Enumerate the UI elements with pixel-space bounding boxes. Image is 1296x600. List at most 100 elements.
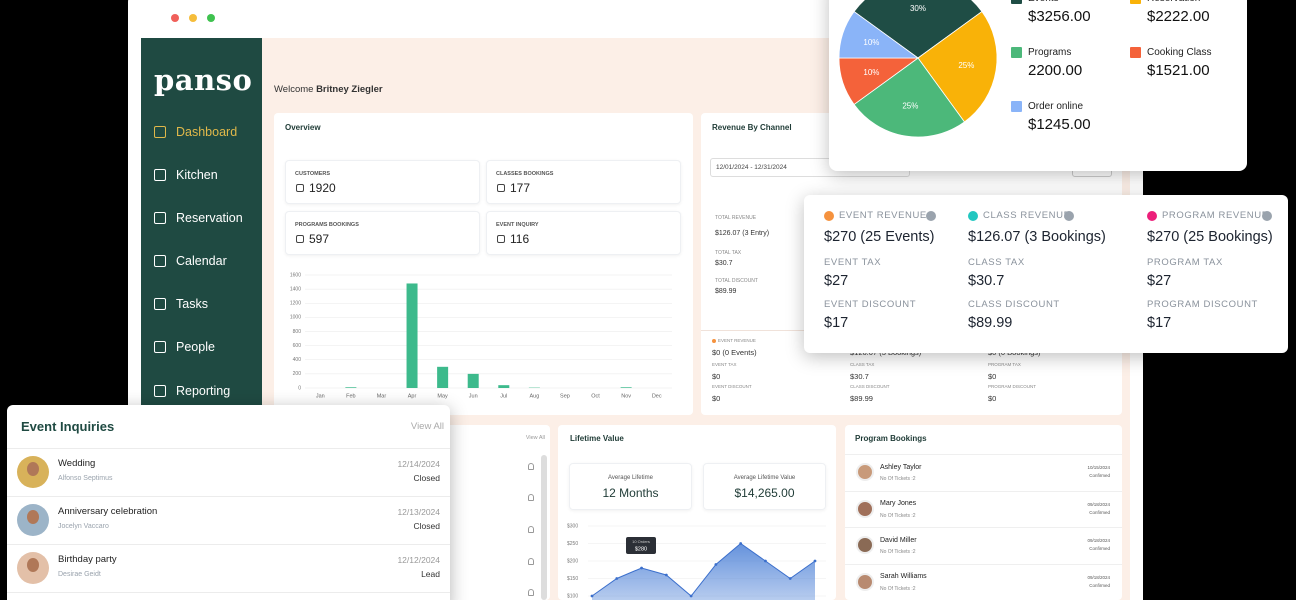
stat-box [285,211,480,255]
revenue-value: $270 (25 Bookings) [1147,229,1273,246]
channel-label: EVENT REVENUE [718,338,756,344]
point [788,577,792,580]
scrollbar [541,455,547,600]
menu-item[interactable]: Tasks [176,296,208,311]
channel-label: CLASS TAX [850,362,875,368]
pie-chart: 30% 25% 25% 10% 10% [838,0,998,138]
x-tick-label: Jul [500,393,507,399]
legend-name: Programs [1028,47,1072,58]
channel-value: $0 (0 Events) [712,347,757,357]
menu-icon [154,341,166,353]
x-tick-label: Dec [652,393,662,399]
window-dot [207,14,215,22]
area [592,543,815,600]
stat-value: $14,265.00 [734,485,795,500]
stat-icon [497,235,505,243]
x-tick-label: Mar [377,393,387,399]
overview-chart: 0 200 400 600 800 1000 1200 1400 1600 Jan Feb Mar Ap… [290,272,672,399]
person-icon [528,526,534,533]
stat-label: Average Lifetime Value [733,475,796,482]
person-icon [528,463,534,470]
x-tick-label: Aug [529,393,539,399]
point [640,566,643,570]
row-divider [7,592,450,593]
channel-value: $30.7 [850,371,869,381]
view-all[interactable]: View All [410,421,444,433]
y-tick-label: 400 [293,357,302,363]
event-inquiries-popup [7,405,450,600]
legend-dot [968,211,978,221]
stat-box [703,463,826,510]
y-tick-label: 600 [293,343,302,349]
event-person: Desirae Geidt [58,570,101,578]
booking-date: 09/18/2024 [1087,501,1110,507]
channel-label: PROGRAM DISCOUNT [988,384,1037,390]
bar [467,373,479,388]
booking-date: 09/18/2024 [1087,574,1110,580]
legend-dot [1147,211,1157,221]
legend-amount: $1521.00 [1147,62,1210,79]
info-icon [926,211,936,221]
menu-item[interactable]: Reporting [176,383,231,398]
revenue-label: PROGRAM TAX [1147,257,1223,269]
window-dot [189,14,197,22]
legend-dot [824,211,834,221]
stat-box [486,211,681,255]
revenue-value: $17 [824,315,849,332]
date-range[interactable]: 12/01/2024 - 12/31/2024 [716,164,787,172]
menu-icon [154,255,166,267]
pie-slice [917,11,998,123]
event-status: Closed [413,472,440,483]
card-title: Revenue By Channel [712,123,792,133]
channel-label: EVENT TAX [712,362,737,368]
booking-tickets: No Of Tickets :2 [880,549,916,555]
row-divider [845,563,1122,565]
channel-label: CLASS DISCOUNT [850,384,890,390]
menu-item[interactable]: Kitchen [176,167,218,182]
booking-status: Confirmed [1089,546,1110,552]
slice-label: 25% [902,101,918,110]
point [590,594,594,598]
card-title: Overview [285,123,321,133]
x-tick-label: Sep [560,393,570,399]
booking-name: David Miller [880,536,917,544]
avatar-face [27,558,39,572]
menu-item[interactable]: People [176,339,215,354]
booking-date: 09/18/2024 [1087,538,1110,544]
revenue-label: EVENT REVENUE [839,210,927,222]
avatar-face [27,510,39,524]
revenue-value: $30.7 [968,273,1005,290]
menu-item[interactable]: Reservation [176,210,243,225]
y-tick-label: $100 [567,593,578,599]
row-divider [845,454,1122,455]
stat-label: PROGRAMS BOOKINGS [295,221,359,228]
legend-swatch [1011,47,1022,58]
menu-item[interactable]: Calendar [176,253,227,268]
revenue-label: CLASS TAX [968,257,1025,269]
lifetime-card [558,425,836,600]
slice-label: 10% [863,38,879,47]
row-divider [845,490,1122,492]
point [689,594,693,598]
legend-name: Events [1028,0,1059,5]
greeting: Welcome [274,84,314,96]
event-date: 12/12/2024 [397,554,440,565]
view-all[interactable]: View All [525,434,545,441]
x-tick-label: Jan [316,393,325,399]
tooltip-value: $280 [635,546,647,552]
stat-value: 116 [510,231,530,246]
stat-label: EVENT INQUIRY [496,221,539,228]
booking-date: 10/15/2024 [1087,465,1110,471]
channel-label: PROGRAM TAX [988,362,1021,368]
revenue-value: $27 [824,273,849,290]
booking-tickets: No Of Tickets :2 [880,512,916,519]
avatar [856,536,874,554]
menu-icon [154,126,166,138]
y-tick-label: 800 [293,329,302,335]
x-tick-label: Jun [469,393,478,399]
revenue-value: $89.99 [968,315,1013,332]
menu-item[interactable]: Dashboard [176,124,238,139]
event-name: Wedding [58,458,96,470]
stat-icon [296,235,304,243]
point [764,559,767,563]
